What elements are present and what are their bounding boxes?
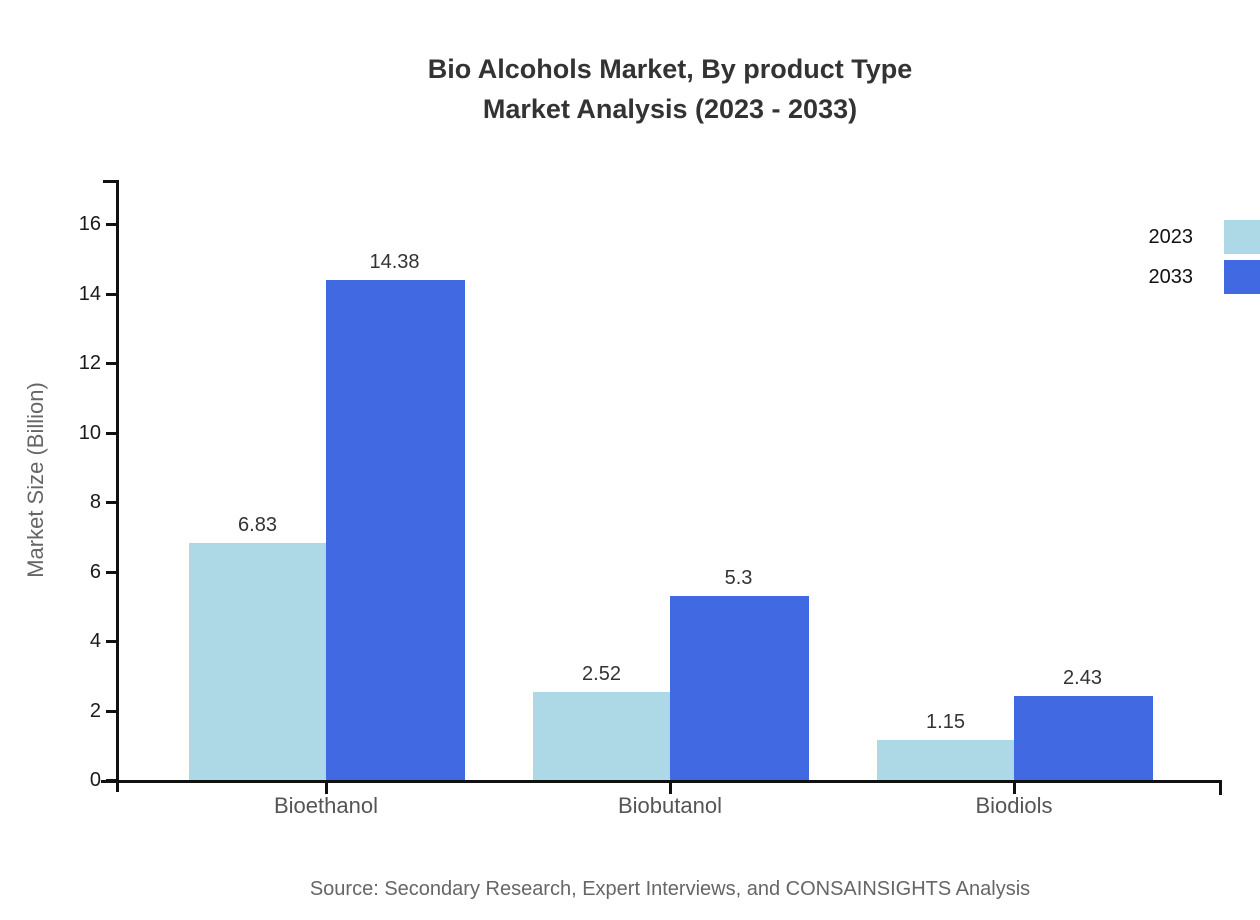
- bar-2033-biobutanol: [670, 595, 809, 780]
- y-tick-label-0: 0: [89, 769, 101, 791]
- y-tick-label-6: 6: [89, 560, 101, 583]
- legend-item-2023: 2023: [1149, 220, 1260, 254]
- value-label-2023-bioethanol: 6.83: [238, 513, 277, 536]
- value-label-2033-biodiols: 2.43: [1063, 666, 1102, 689]
- y-axis-title: Market Size (Billion): [0, 180, 72, 780]
- legend-swatch-2033: [1224, 260, 1260, 294]
- y-axis-top-cap: [103, 180, 119, 183]
- bar-2023-biodiols: [877, 740, 1014, 780]
- category-label-biobutanol: Biobutanol: [618, 793, 722, 818]
- bar-2023-biobutanol: [533, 692, 670, 780]
- title-line-2: Market Analysis (2023 - 2033): [482, 94, 858, 124]
- category-label-bioethanol: Bioethanol: [274, 793, 378, 818]
- value-label-2033-bioethanol: 14.38: [369, 251, 420, 274]
- y-tick-4: [106, 640, 116, 643]
- legend: 2023 2033: [1149, 220, 1260, 300]
- bar-2033-bioethanol: [326, 280, 465, 780]
- x-tick-bioethanol: [325, 783, 328, 794]
- x-axis-right-cap: [1219, 780, 1222, 795]
- y-axis-title-text: Market Size (Billion): [23, 382, 49, 578]
- title-line-1: Bio Alcohols Market, By product Type: [427, 54, 913, 84]
- bar-2033-biodiols: [1014, 695, 1153, 780]
- y-tick-label-2: 2: [89, 699, 101, 722]
- chart-title: Bio Alcohols Market, By product Type Mar…: [118, 49, 1222, 129]
- value-label-2023-biodiols: 1.15: [926, 711, 965, 734]
- y-tick-label-8: 8: [89, 491, 101, 513]
- y-tick-label-10: 10: [78, 421, 101, 444]
- value-label-2023-biobutanol: 2.52: [582, 663, 621, 686]
- x-tick-biodiols: [1013, 783, 1016, 794]
- category-label-biodiols: Biodiols: [975, 793, 1053, 818]
- legend-swatch-2023: [1224, 220, 1260, 254]
- x-tick-biobutanol: [669, 783, 672, 794]
- y-tick-label-12: 12: [78, 352, 101, 374]
- bar-2023-bioethanol: [189, 542, 326, 780]
- legend-label-2033: 2033: [1148, 265, 1194, 288]
- y-tick-12: [106, 362, 116, 365]
- legend-label-2023: 2023: [1148, 225, 1194, 248]
- source-text: Source: Secondary Research, Expert Inter…: [309, 878, 1031, 900]
- legend-item-2033: 2033: [1149, 260, 1260, 294]
- y-tick-2: [106, 709, 116, 713]
- x-axis-line: [101, 780, 1222, 783]
- y-axis-line: [116, 180, 119, 792]
- y-tick-8: [106, 501, 116, 504]
- y-tick-14: [106, 292, 116, 296]
- y-tick-label-4: 4: [89, 630, 101, 652]
- y-tick-10: [106, 431, 116, 435]
- y-tick-label-16: 16: [78, 213, 101, 235]
- y-tick-0: [106, 779, 116, 782]
- y-tick-label-14: 14: [78, 282, 101, 305]
- value-label-2033-biobutanol: 5.3: [724, 566, 753, 589]
- y-tick-16: [106, 223, 116, 226]
- y-tick-6: [106, 570, 116, 574]
